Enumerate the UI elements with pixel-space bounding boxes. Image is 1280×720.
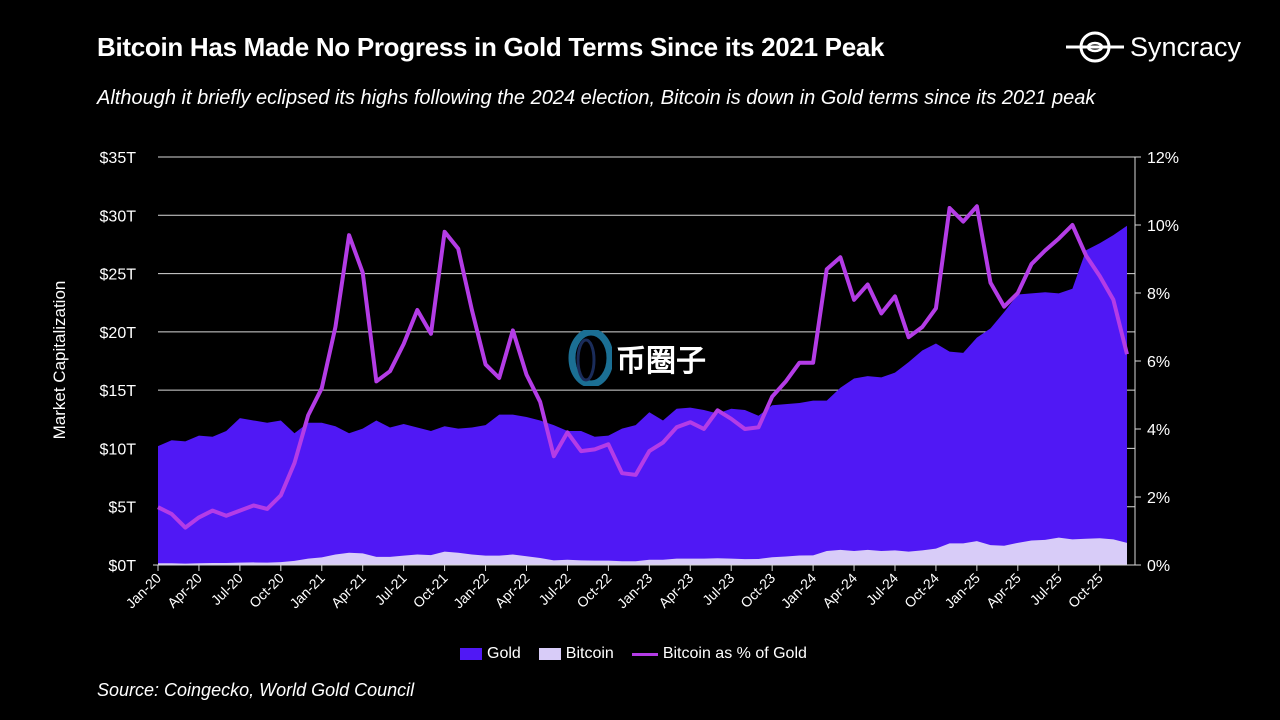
x-tick-label: Jan-24: [778, 570, 820, 612]
y-tick-label: $20T: [100, 325, 137, 342]
legend-gold: Gold: [460, 645, 521, 663]
y2-tick-label: 4%: [1147, 422, 1170, 439]
y-tick-label: $35T: [100, 150, 137, 167]
watermark: 币圈子: [566, 330, 706, 386]
y-tick-label: $10T: [100, 441, 137, 458]
legend-ratio: Bitcoin as % of Gold: [631, 645, 807, 663]
source-note: Source: Coingecko, World Gold Council: [97, 680, 415, 700]
y2-tick-label: 12%: [1147, 150, 1179, 167]
y2-tick-label: 10%: [1147, 218, 1179, 235]
x-tick-label: Jul-20: [208, 570, 246, 608]
gold-area: [158, 225, 1127, 565]
y-tick-label: $30T: [100, 208, 137, 225]
y-tick-label: $5T: [108, 500, 136, 517]
x-tick-label: Apr-25: [983, 570, 1024, 611]
legend-swatch-ratio: [631, 652, 658, 656]
x-tick-label: Oct-22: [573, 570, 614, 611]
watermark-logo-icon: [568, 330, 612, 386]
chart-title: Bitcoin Has Made No Progress in Gold Ter…: [97, 32, 885, 62]
x-tick-label: Jul-24: [863, 570, 901, 608]
y2-tick-label: 6%: [1147, 354, 1170, 371]
x-tick-label: Jan-21: [286, 570, 328, 612]
y2-tick-label: 2%: [1147, 490, 1170, 507]
x-tick-label: Jan-23: [614, 570, 656, 612]
legend-label-gold: Gold: [487, 645, 521, 662]
logo-text: Syncracy: [1130, 31, 1242, 62]
ratio-line: [157, 204, 1129, 530]
x-tick-label: Jan-25: [941, 570, 983, 612]
x-tick-label: Oct-21: [410, 570, 451, 611]
x-tick-label: Jul-22: [535, 570, 573, 608]
y-tick-label: $25T: [100, 267, 137, 284]
x-tick-label: Apr-23: [655, 570, 696, 611]
y-tick-label: $15T: [100, 383, 137, 400]
x-tick-label: Jan-20: [123, 570, 165, 612]
x-tick-label: Jul-23: [699, 570, 737, 608]
x-tick-label: Jul-25: [1027, 570, 1065, 608]
y2-tick-label: 8%: [1147, 286, 1170, 303]
x-tick-label: Oct-20: [246, 570, 287, 611]
y-tick-label: $0T: [108, 558, 136, 575]
chart-subtitle: Although it briefly eclipsed its highs f…: [97, 87, 1096, 109]
x-tick-label: Jul-21: [372, 570, 410, 608]
x-tick-label: Apr-20: [164, 570, 205, 611]
legend-swatch-gold: [460, 648, 482, 660]
x-tick-label: Apr-24: [819, 570, 860, 611]
legend: Gold Bitcoin Bitcoin as % of Gold: [460, 645, 807, 663]
legend-swatch-bitcoin: [538, 648, 561, 660]
x-tick-label: Oct-23: [737, 570, 778, 611]
x-tick-label: Apr-21: [328, 570, 369, 611]
bitcoin-area: [158, 537, 1127, 565]
legend-label-bitcoin: Bitcoin: [565, 645, 614, 662]
x-tick-label: Oct-24: [901, 570, 942, 611]
syncracy-logo-icon: [1066, 31, 1124, 63]
x-tick-label: Apr-22: [492, 570, 533, 611]
legend-bitcoin: Bitcoin: [538, 645, 614, 663]
syncracy-logo: Syncracy: [1066, 30, 1241, 64]
legend-label-ratio: Bitcoin as % of Gold: [662, 645, 807, 662]
y2-tick-label: 0%: [1147, 558, 1170, 575]
x-tick-label: Oct-25: [1065, 570, 1106, 611]
x-tick-label: Jan-22: [450, 570, 492, 612]
